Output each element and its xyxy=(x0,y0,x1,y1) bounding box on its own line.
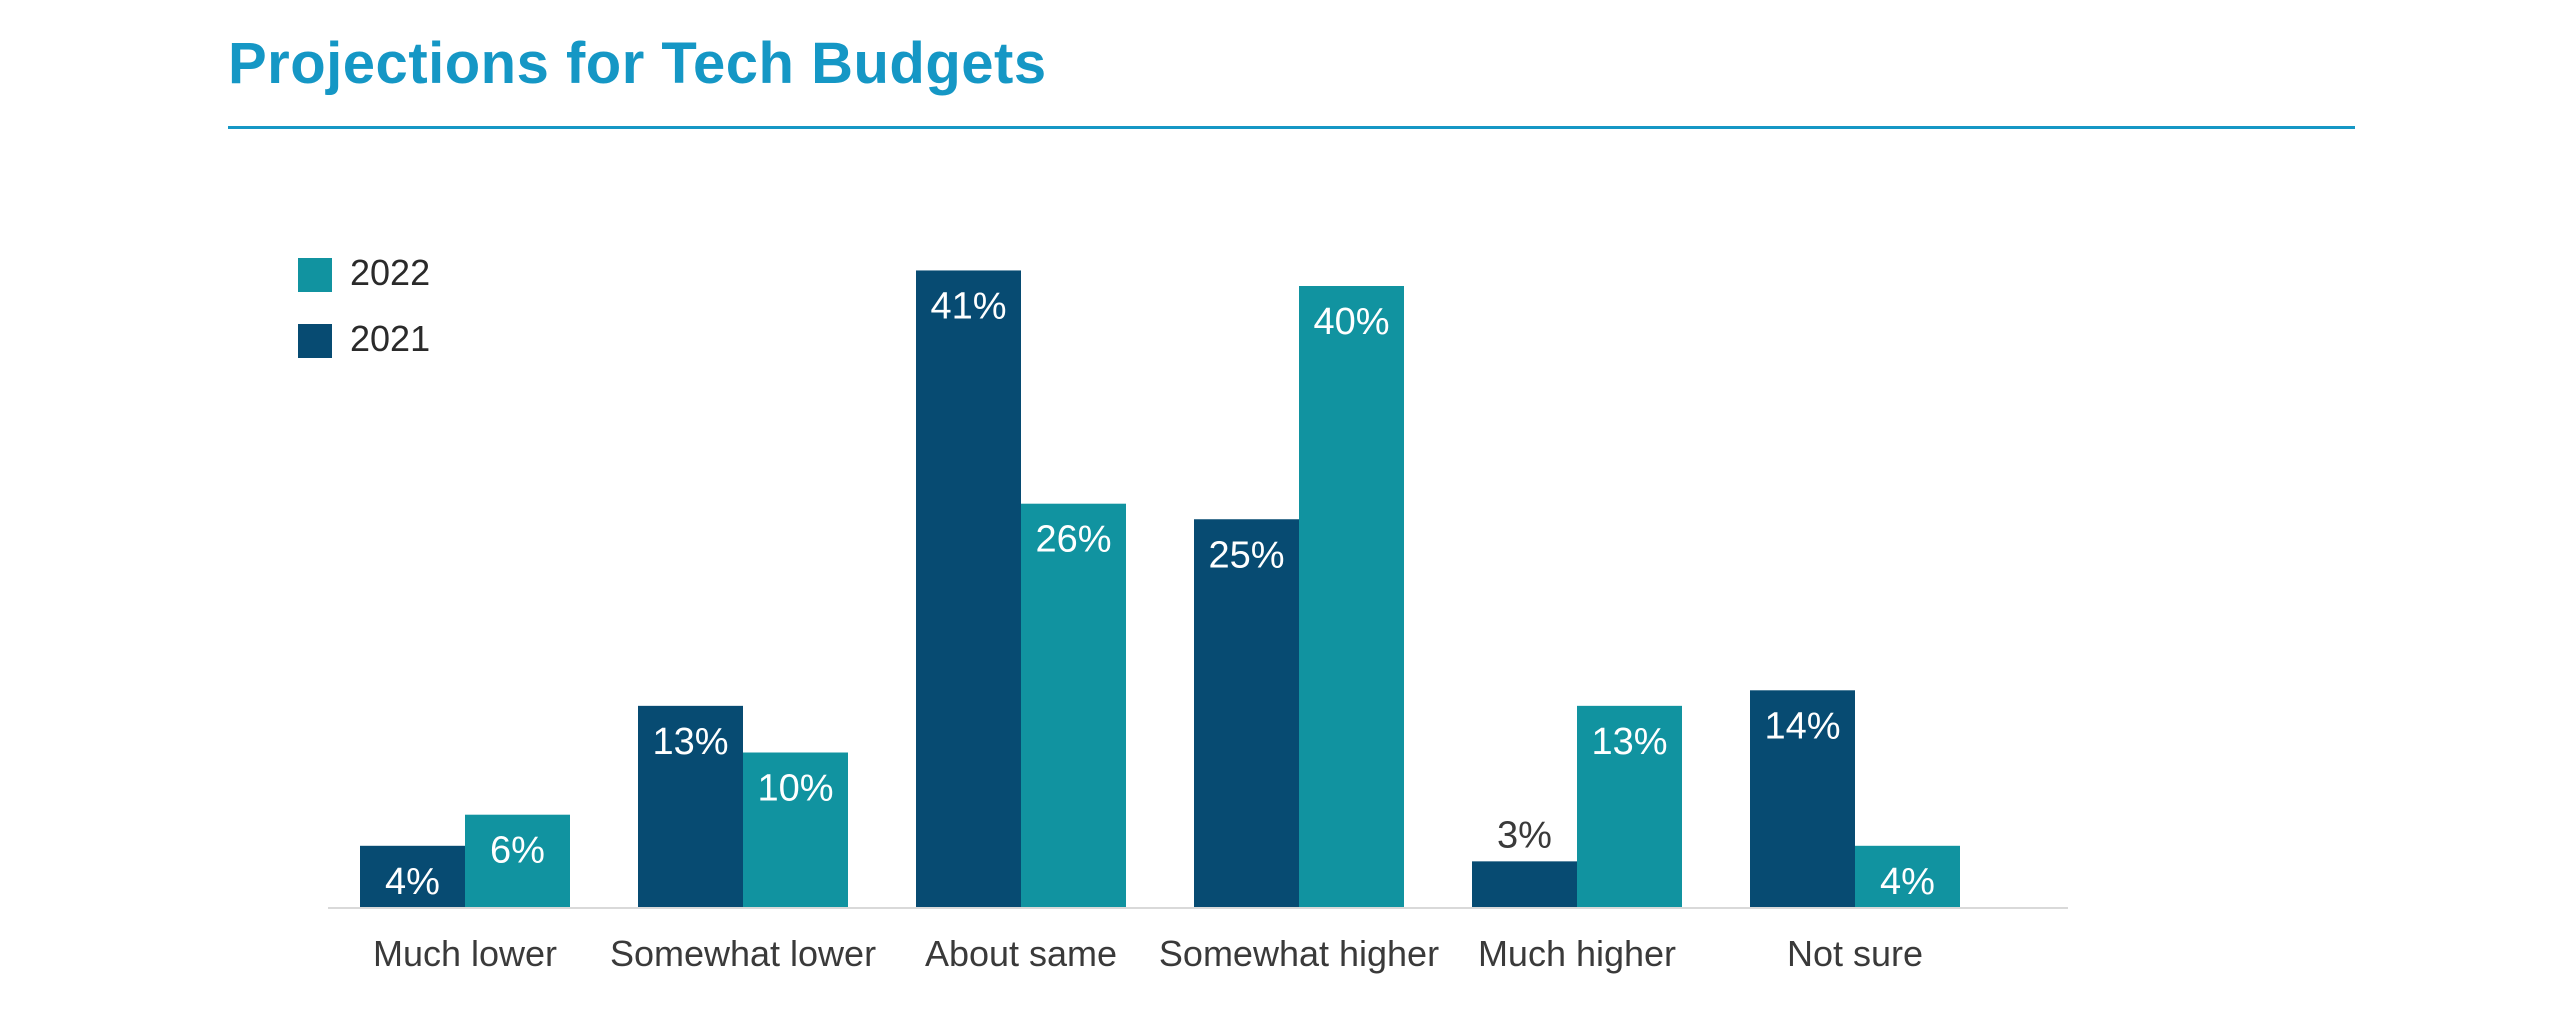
data-label-2022-not-sure: 4% xyxy=(1880,861,1935,903)
data-label-2022-much-lower: 6% xyxy=(490,830,545,872)
bar-2022-about-same xyxy=(1021,503,1126,908)
chart-title: Projections for Tech Budgets xyxy=(228,31,1047,96)
x-tick-label: Somewhat lower xyxy=(610,933,876,974)
data-label-2021-about-same: 41% xyxy=(930,285,1006,327)
bar-2021-much-higher xyxy=(1472,861,1577,908)
legend-swatch-2021 xyxy=(298,324,332,358)
data-label-2021-somewhat-higher: 25% xyxy=(1208,534,1284,576)
data-label-2022-about-same: 26% xyxy=(1035,519,1111,561)
data-label-2022-much-higher: 13% xyxy=(1591,721,1667,763)
bar-2022-somewhat-lower xyxy=(743,752,848,908)
bar-2022-much-lower xyxy=(465,814,570,908)
bar-2021-much-lower xyxy=(360,845,465,908)
x-tick-label: Much lower xyxy=(373,933,557,974)
bar-2021-somewhat-higher xyxy=(1194,519,1299,908)
title-divider xyxy=(228,126,2355,129)
bar-2022-much-higher xyxy=(1577,705,1682,908)
legend: 2022 2021 xyxy=(298,252,430,359)
bar-2021-somewhat-lower xyxy=(638,705,743,908)
legend-label-2022: 2022 xyxy=(350,252,430,293)
x-tick-label: Somewhat higher xyxy=(1159,933,1439,974)
bars-layer: 4% 6% 13% 10% 41% 26% 25% 40% 3% 13% 14% 4% xyxy=(360,270,1960,908)
legend-swatch-2022 xyxy=(298,258,332,292)
bar-2021-about-same xyxy=(916,270,1021,908)
x-tick-label: Much higher xyxy=(1478,933,1676,974)
data-label-2021-not-sure: 14% xyxy=(1764,705,1840,747)
data-label-2021-much-lower: 4% xyxy=(385,861,440,903)
x-tick-label: About same xyxy=(925,933,1117,974)
x-tick-label: Not sure xyxy=(1787,933,1923,974)
data-label-2021-somewhat-lower: 13% xyxy=(652,721,728,763)
data-label-2022-somewhat-higher: 40% xyxy=(1313,301,1389,343)
legend-label-2021: 2021 xyxy=(350,318,430,359)
bar-2022-not-sure xyxy=(1855,845,1960,908)
x-axis-ticks: Much lower Somewhat lower About same Somewh… xyxy=(373,933,1923,974)
bar-2022-somewhat-higher xyxy=(1299,286,1404,908)
data-label-2021-much-higher: 3% xyxy=(1497,814,1552,856)
bar-2021-not-sure xyxy=(1750,690,1855,908)
data-label-2022-somewhat-lower: 10% xyxy=(757,768,833,810)
